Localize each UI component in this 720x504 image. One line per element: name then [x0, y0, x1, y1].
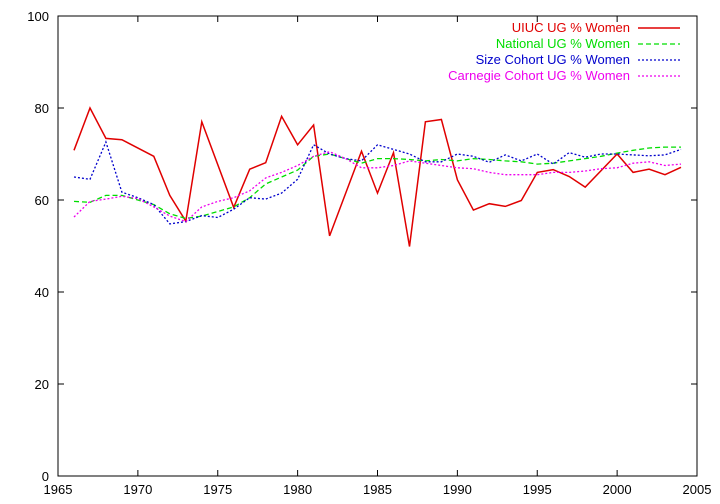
legend-label-2: Size Cohort UG % Women	[476, 52, 630, 67]
x-tick-label: 1975	[203, 482, 232, 497]
series-line-0	[73, 106, 682, 247]
legend-label-1: National UG % Women	[496, 36, 630, 51]
plot-frame	[57, 15, 698, 477]
x-tick-label: 1980	[283, 482, 312, 497]
x-tick-label: 1995	[523, 482, 552, 497]
legend-label-3: Carnegie Cohort UG % Women	[448, 68, 630, 83]
x-tick-label: 2005	[683, 482, 712, 497]
x-tick-label: 1970	[123, 482, 152, 497]
series-layer	[73, 106, 682, 247]
y-tick-label: 0	[42, 469, 49, 484]
x-tick-label: 1985	[363, 482, 392, 497]
y-tick-label: 80	[35, 101, 49, 116]
series-line-2	[73, 140, 682, 225]
series-line-3	[73, 151, 682, 223]
y-tick-label: 20	[35, 377, 49, 392]
axis-ticks: 1965 1970 1975 1980 1985 1990 1995 2000 2005 0 20 4…	[27, 9, 711, 497]
legend-label-0: UIUC UG % Women	[512, 20, 630, 35]
x-tick-label: 1965	[44, 482, 73, 497]
y-tick-label: 100	[27, 9, 49, 24]
x-tick-label: 2000	[603, 482, 632, 497]
x-tick-label: 1990	[443, 482, 472, 497]
series-line-1	[73, 146, 681, 220]
y-tick-label: 40	[35, 285, 49, 300]
y-tick-label: 60	[35, 193, 49, 208]
